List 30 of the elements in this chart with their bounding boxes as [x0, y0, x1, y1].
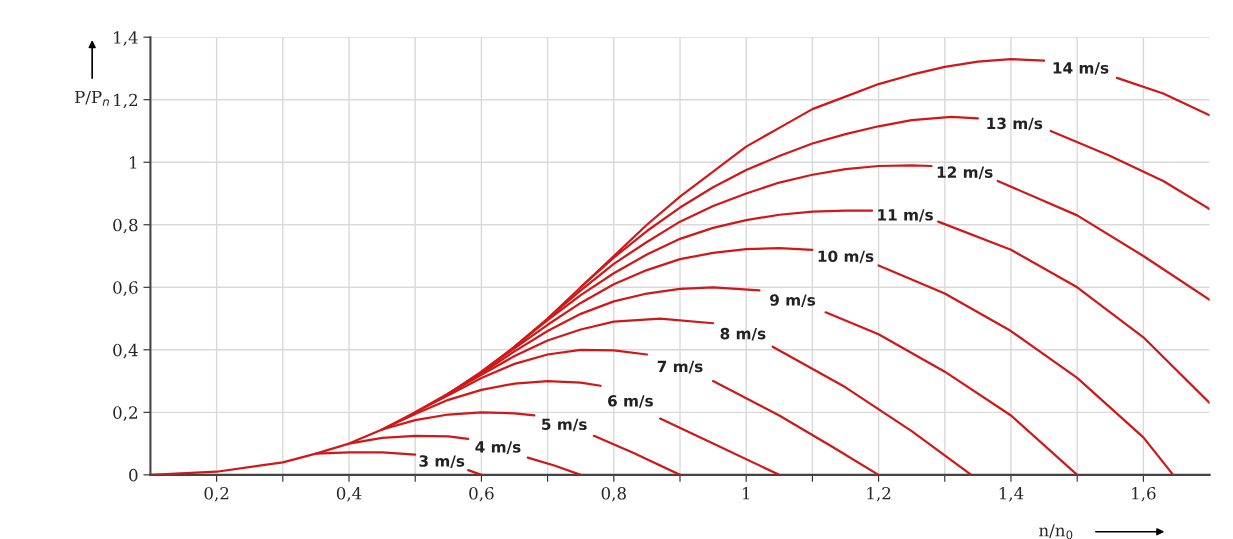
series-label: 13 m/s [987, 117, 1043, 131]
x-tick-label: 1,2 [867, 486, 891, 502]
x-tick-label: 1,4 [999, 486, 1024, 502]
x-tick-label: 0,4 [336, 486, 362, 502]
series-label: 7 m/s [657, 360, 703, 374]
x-tick-label: 1,6 [1132, 486, 1156, 502]
series-label: 3 m/s [419, 455, 465, 468]
y-tick-label: 0,4 [113, 343, 138, 359]
x-tick-label: 0,2 [204, 486, 229, 502]
series-label: 6 m/s [608, 395, 653, 408]
y-tick-label: 0,6 [113, 281, 138, 296]
series-label: 8 m/s [720, 327, 766, 341]
x-tick-label: 0,6 [469, 486, 494, 502]
series-label: 12 m/s [937, 166, 993, 180]
y-tick-label: 0,2 [113, 406, 137, 421]
series-label: 5 m/s [542, 418, 587, 432]
y-tick-label: 1,4 [114, 31, 138, 46]
y-tick-label: 1 [130, 156, 137, 169]
series-label: 4 m/s [475, 441, 521, 454]
series-label: 14 m/s [1053, 62, 1109, 75]
series-label: 9 m/s [770, 294, 816, 307]
series-label: 10 m/s [818, 250, 874, 264]
x-axis-title: n/n$_{0}$ [1039, 524, 1073, 539]
y-tick-label: 0 [129, 468, 138, 482]
y-tick-label: 0,8 [113, 218, 138, 234]
y-tick-label: 1,2 [114, 93, 137, 109]
x-tick-label: 0,8 [601, 486, 626, 502]
x-tick-label: 1 [742, 486, 750, 500]
series-label: 11 m/s [878, 209, 933, 222]
y-axis-title: P/P$_{n}$ [75, 90, 109, 106]
